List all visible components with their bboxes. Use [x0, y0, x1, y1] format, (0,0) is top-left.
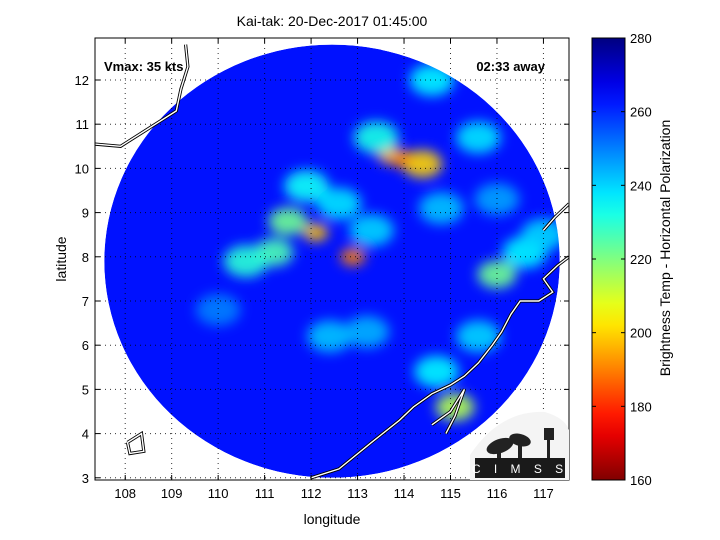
y-tick-label: 4: [82, 427, 89, 442]
colorbar-tick-label: 280: [630, 31, 652, 46]
brightness-feature: [455, 121, 501, 154]
coastlines: [95, 44, 569, 480]
brightness-feature: [284, 170, 329, 203]
x-tick-label: 115: [440, 486, 461, 501]
brightness-feature: [344, 315, 390, 348]
colorbar-tick-label: 240: [630, 178, 652, 193]
vmax-annotation: Vmax: 35 kts: [104, 59, 184, 74]
brightness-feature: [521, 218, 560, 251]
x-axis-ticks: 108 109 110 111 112 113 114 115 116 117: [114, 38, 554, 501]
y-tick-label: 8: [82, 250, 89, 265]
x-tick-label: 114: [394, 486, 415, 501]
chart-title: Kai-tak: 20-Dec-2017 01:45:00: [237, 13, 428, 29]
brightness-feature: [418, 192, 464, 225]
x-tick-label: 108: [114, 486, 136, 501]
time-away-annotation: 02:33 away: [476, 59, 545, 74]
grid-lines: [95, 38, 569, 480]
cimss-logo: C I M S S: [470, 411, 569, 480]
x-tick-label: 117: [533, 486, 554, 501]
y-tick-label: 9: [82, 206, 89, 221]
brightness-feature: [353, 121, 399, 154]
y-tick-label: 6: [82, 338, 89, 353]
x-tick-label: 111: [255, 486, 275, 501]
colorbar-tick-label: 160: [630, 473, 652, 488]
colorbar-tick-label: 200: [630, 326, 652, 341]
colorbar-ticks: 160 180 200 220 240 260 280: [592, 31, 652, 488]
colorbar-tick-label: 220: [630, 252, 652, 267]
plot-frame: [94, 37, 570, 481]
brightness-feature: [414, 355, 459, 388]
brightness-feature: [403, 149, 443, 178]
brightness-feature: [474, 183, 520, 216]
colorbar-tick-label: 260: [630, 105, 652, 120]
brightness-feature: [477, 260, 517, 289]
colorbar: [591, 37, 626, 481]
x-tick-label: 116: [487, 486, 508, 501]
brightness-feature: [307, 320, 353, 353]
brightness-feature: [455, 320, 501, 353]
brightness-feature: [268, 207, 308, 236]
y-tick-label: 11: [76, 117, 90, 132]
coastline: [431, 389, 466, 434]
brightness-feature: [195, 293, 241, 326]
y-tick-label: 7: [82, 294, 89, 309]
y-tick-label: 5: [82, 382, 89, 397]
y-tick-label: 10: [75, 161, 89, 176]
brightness-feature: [223, 245, 269, 278]
coastline: [310, 256, 569, 479]
microwave-swath: [104, 44, 560, 478]
x-tick-label: 110: [208, 486, 229, 501]
y-axis-label: latitude: [53, 236, 69, 281]
brightness-feature: [316, 187, 362, 220]
colorbar-label: Brightness Temp - Horizontal Polarizatio…: [657, 120, 673, 377]
y-tick-label: 12: [75, 73, 89, 88]
y-axis-ticks: 3 4 5 6 7 8 9 10 11 12: [75, 73, 569, 486]
brightness-feature: [340, 247, 366, 266]
coastline: [95, 44, 189, 148]
x-tick-label: 112: [301, 486, 322, 501]
coastline: [126, 432, 145, 455]
coastline: [542, 203, 569, 231]
brightness-feature: [303, 223, 329, 242]
brightness-feature: [349, 214, 394, 247]
x-tick-label: 113: [347, 486, 368, 501]
x-axis-label: longitude: [304, 511, 361, 527]
colorbar-tick-label: 180: [630, 399, 652, 414]
svg-text:C I M S S: C I M S S: [472, 462, 568, 476]
x-tick-label: 109: [161, 486, 183, 501]
y-tick-label: 3: [82, 471, 89, 486]
